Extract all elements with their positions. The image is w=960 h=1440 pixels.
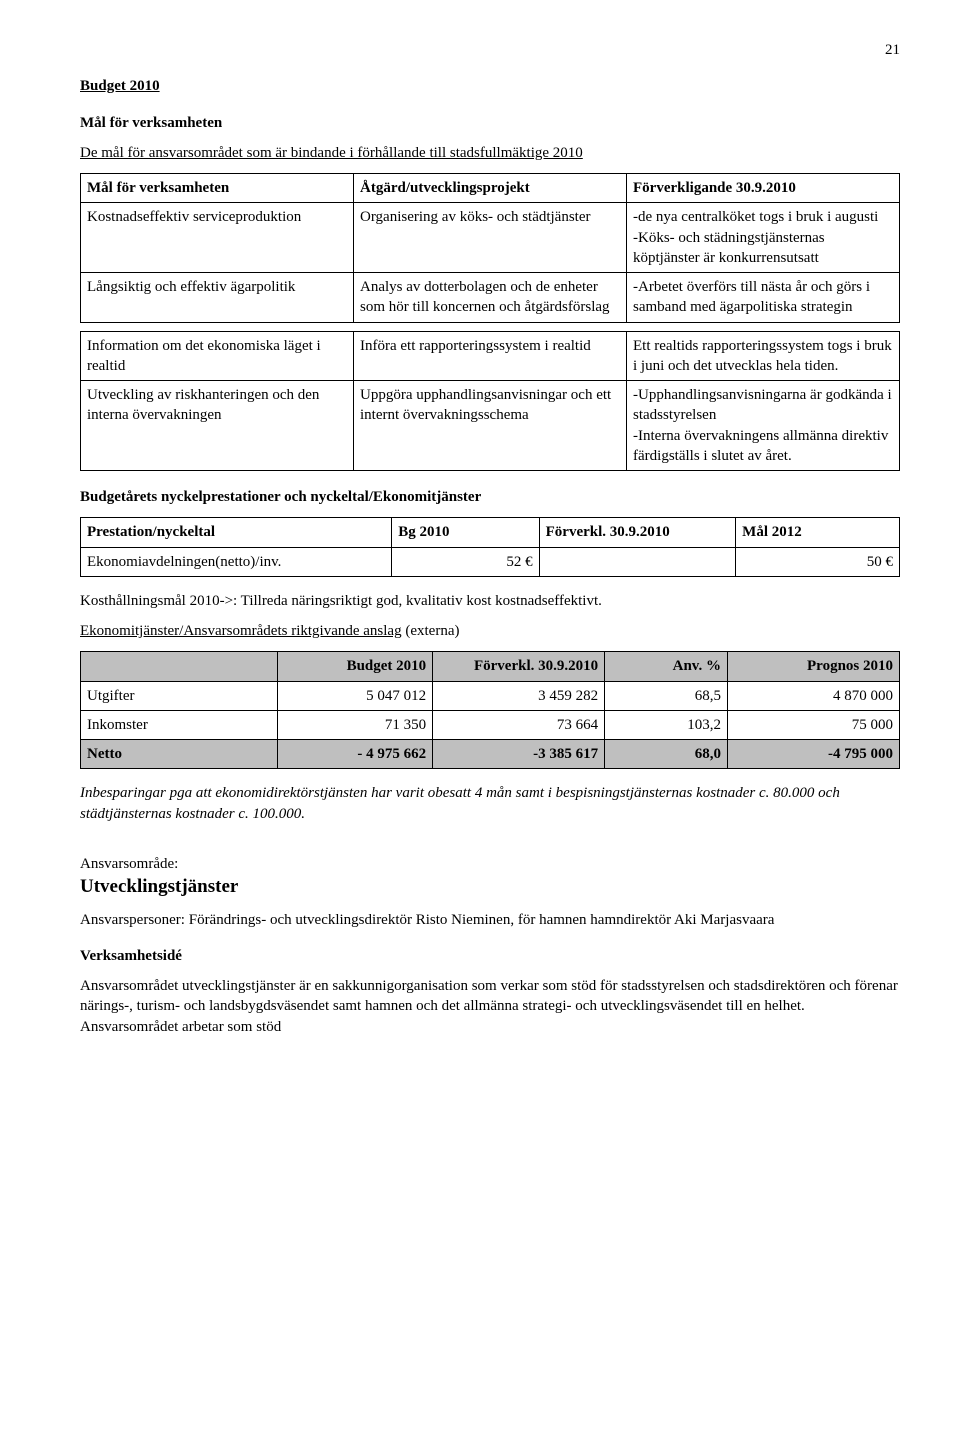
goals-table: Mål för verksamheten Åtgärd/utvecklingsp… bbox=[80, 173, 900, 471]
kpi-col1-header: Prestation/nyckeltal bbox=[81, 518, 392, 547]
anslag-col1-header bbox=[81, 652, 278, 681]
cell: -Arbetet överförs till nästa år och görs… bbox=[627, 273, 900, 323]
page-number: 21 bbox=[80, 40, 900, 60]
table-row: Utveckling av riskhanteringen och den in… bbox=[81, 381, 900, 471]
cell: 73 664 bbox=[433, 710, 605, 739]
kpi-col3-header: Förverkl. 30.9.2010 bbox=[539, 518, 736, 547]
cell: 71 350 bbox=[277, 710, 433, 739]
cell: Uppgöra upphandlingsanvisningar och ett … bbox=[354, 381, 627, 471]
anslag-heading-line: Ekonomitjänster/Ansvarsområdets riktgiva… bbox=[80, 621, 900, 641]
ansvarspersoner-text: Ansvarspersoner: Förändrings- och utveck… bbox=[80, 910, 900, 930]
cell: 68,5 bbox=[605, 681, 728, 710]
table-row: Kostnadseffektiv serviceproduktion Organ… bbox=[81, 203, 900, 273]
anslag-heading: Ekonomitjänster/Ansvarsområdets riktgiva… bbox=[80, 623, 402, 639]
goals-col1-header: Mål för verksamheten bbox=[81, 174, 354, 203]
cell: Organisering av köks- och städtjänster bbox=[354, 203, 627, 273]
cell: Utveckling av riskhanteringen och den in… bbox=[81, 381, 354, 471]
cell: 3 459 282 bbox=[433, 681, 605, 710]
verksamhetside-heading: Verksamhetsidé bbox=[80, 946, 900, 966]
budget-title: Budget 2010 bbox=[80, 76, 900, 96]
kpi-table: Prestation/nyckeltal Bg 2010 Förverkl. 3… bbox=[80, 517, 900, 577]
cell: Inkomster bbox=[81, 710, 278, 739]
goals-col2-header: Åtgärd/utvecklingsprojekt bbox=[354, 174, 627, 203]
cell: 75 000 bbox=[727, 710, 899, 739]
kosthallning-text: Kosthållningsmål 2010->: Tillreda näring… bbox=[80, 591, 900, 611]
inbesparing-text: Inbesparingar pga att ekonomidirektörstj… bbox=[80, 783, 900, 824]
utvecklingstjanster-heading: Utvecklingstjänster bbox=[80, 874, 900, 900]
table-row: Långsiktig och effektiv ägarpolitik Anal… bbox=[81, 273, 900, 323]
mal-heading: Mål för verksamheten bbox=[80, 113, 900, 133]
cell: Ekonomiavdelningen(netto)/inv. bbox=[81, 547, 392, 576]
cell: 50 € bbox=[736, 547, 900, 576]
cell: 103,2 bbox=[605, 710, 728, 739]
nyckeltal-heading: Budgetårets nyckelprestationer och nycke… bbox=[80, 487, 900, 507]
anslag-col4-header: Anv. % bbox=[605, 652, 728, 681]
cell: Utgifter bbox=[81, 681, 278, 710]
table-row: Information om det ekonomiska läget i re… bbox=[81, 331, 900, 381]
anslag-col3-header: Förverkl. 30.9.2010 bbox=[433, 652, 605, 681]
cell: Information om det ekonomiska läget i re… bbox=[81, 331, 354, 381]
cell: Införa ett rapporteringssystem i realtid bbox=[354, 331, 627, 381]
cell: 5 047 012 bbox=[277, 681, 433, 710]
cell: Ett realtids rapporteringssystem togs i … bbox=[627, 331, 900, 381]
kpi-col4-header: Mål 2012 bbox=[736, 518, 900, 547]
anslag-table: Budget 2010 Förverkl. 30.9.2010 Anv. % P… bbox=[80, 651, 900, 769]
cell: Långsiktig och effektiv ägarpolitik bbox=[81, 273, 354, 323]
cell: -Upphandlingsanvisningarna är godkända i… bbox=[627, 381, 900, 471]
cell: 52 € bbox=[392, 547, 539, 576]
table-row: Ekonomiavdelningen(netto)/inv. 52 € 50 € bbox=[81, 547, 900, 576]
cell: Netto bbox=[81, 740, 278, 769]
cell: -3 385 617 bbox=[433, 740, 605, 769]
binding-goals-heading: De mål för ansvarsområdet som är bindand… bbox=[80, 143, 900, 163]
kpi-col2-header: Bg 2010 bbox=[392, 518, 539, 547]
cell: - 4 975 662 bbox=[277, 740, 433, 769]
cell: 4 870 000 bbox=[727, 681, 899, 710]
verksamhetside-text: Ansvarsområdet utvecklingstjänster är en… bbox=[80, 976, 900, 1037]
cell: -de nya centralköket togs i bruk i augus… bbox=[627, 203, 900, 273]
anslag-suffix: (externa) bbox=[402, 623, 460, 639]
anslag-col5-header: Prognos 2010 bbox=[727, 652, 899, 681]
cell: Analys av dotterbolagen och de enheter s… bbox=[354, 273, 627, 323]
table-row: Inkomster 71 350 73 664 103,2 75 000 bbox=[81, 710, 900, 739]
netto-row: Netto - 4 975 662 -3 385 617 68,0 -4 795… bbox=[81, 740, 900, 769]
cell bbox=[539, 547, 736, 576]
anslag-col2-header: Budget 2010 bbox=[277, 652, 433, 681]
cell: Kostnadseffektiv serviceproduktion bbox=[81, 203, 354, 273]
cell: -4 795 000 bbox=[727, 740, 899, 769]
goals-col3-header: Förverkligande 30.9.2010 bbox=[627, 174, 900, 203]
cell: 68,0 bbox=[605, 740, 728, 769]
ansvarsomrade-label: Ansvarsområde: bbox=[80, 854, 900, 874]
table-row: Utgifter 5 047 012 3 459 282 68,5 4 870 … bbox=[81, 681, 900, 710]
